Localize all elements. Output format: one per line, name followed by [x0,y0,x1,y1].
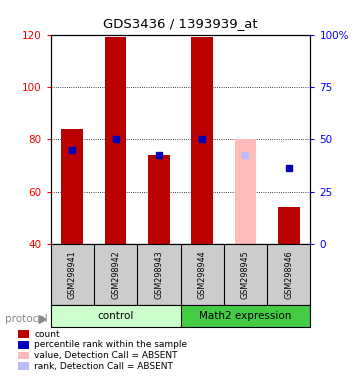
Text: GSM298944: GSM298944 [198,250,206,299]
Text: rank, Detection Call = ABSENT: rank, Detection Call = ABSENT [34,362,173,371]
Bar [61,129,83,244]
Text: count: count [34,329,60,339]
Bar [105,37,126,244]
Text: Math2 expression: Math2 expression [199,311,292,321]
Text: GSM298945: GSM298945 [241,250,250,299]
Bar [235,139,256,244]
Text: protocol: protocol [5,314,48,324]
FancyBboxPatch shape [51,305,180,327]
FancyBboxPatch shape [180,305,310,327]
Bar [148,155,170,244]
Bar [191,37,213,244]
Text: GDS3436 / 1393939_at: GDS3436 / 1393939_at [103,17,258,30]
Polygon shape [39,316,46,323]
Text: control: control [97,311,134,321]
Text: GSM298943: GSM298943 [155,250,163,299]
Text: value, Detection Call = ABSENT: value, Detection Call = ABSENT [34,351,178,360]
Text: GSM298946: GSM298946 [284,250,293,299]
Text: GSM298942: GSM298942 [111,250,120,299]
Text: percentile rank within the sample: percentile rank within the sample [34,340,187,349]
Bar [278,207,300,244]
Text: GSM298941: GSM298941 [68,250,77,299]
